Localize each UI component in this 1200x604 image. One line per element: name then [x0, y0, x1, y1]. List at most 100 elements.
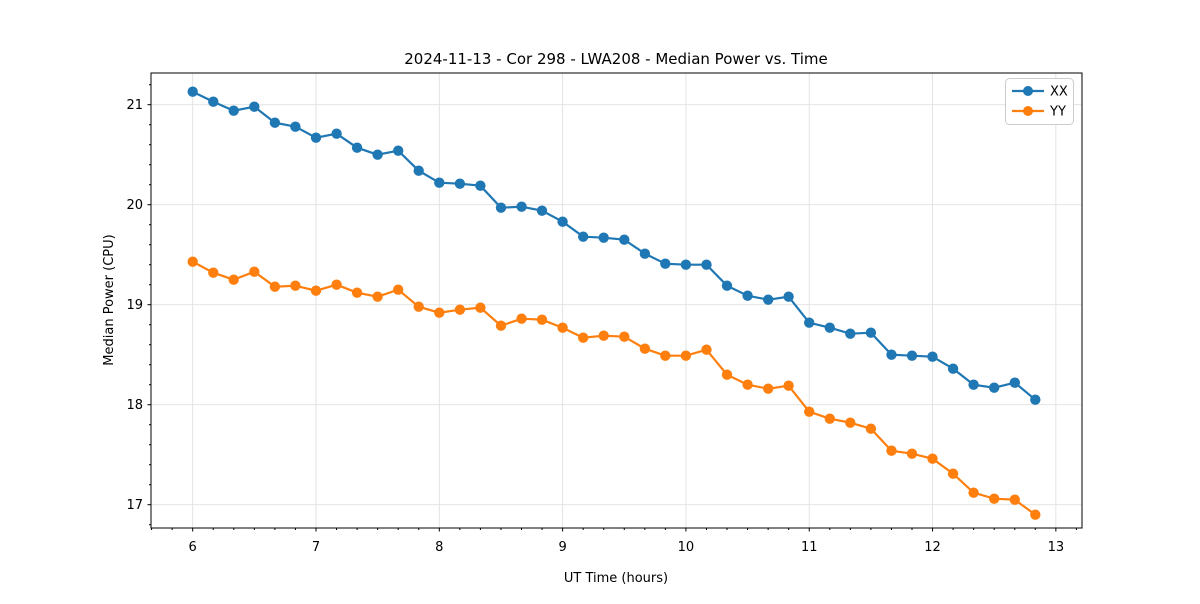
data-point-yy — [783, 380, 794, 391]
data-point-yy — [680, 350, 692, 361]
y-tick-label: 20 — [126, 198, 143, 213]
x-tick-label: 9 — [558, 540, 566, 555]
data-point-xx — [516, 201, 527, 212]
y-axis-label: Median Power (CPU) — [102, 234, 117, 365]
data-point-xx — [269, 117, 281, 128]
x-tick-label: 10 — [678, 540, 695, 555]
series-line-yy — [192, 260, 1036, 516]
data-point-yy — [804, 406, 815, 417]
data-point-xx — [824, 322, 835, 333]
data-point-yy — [578, 332, 589, 343]
legend-marker-yy — [1023, 106, 1033, 116]
data-point-yy — [845, 417, 856, 428]
data-point-xx — [660, 258, 671, 269]
data-point-xx — [1009, 377, 1020, 388]
data-point-xx — [619, 234, 630, 245]
data-point-yy — [742, 379, 753, 390]
tick-layer: 6 7 8 9 10 11 12 13 17 18 19 20 21 — [126, 84, 1077, 555]
data-point-yy — [393, 284, 404, 295]
data-point-yy — [927, 453, 938, 464]
data-point-xx — [721, 280, 733, 291]
data-point-xx — [742, 290, 753, 301]
data-point-yy — [906, 448, 918, 459]
data-point-xx — [639, 248, 651, 259]
data-point-yy — [516, 313, 527, 324]
data-point-xx — [372, 149, 383, 160]
data-point-yy — [660, 350, 671, 361]
data-point-xx — [475, 180, 486, 191]
series-layer — [187, 86, 1041, 520]
data-point-xx — [187, 86, 198, 97]
data-point-xx — [845, 328, 856, 339]
data-point-yy — [619, 331, 630, 342]
data-point-xx — [763, 294, 774, 305]
data-point-xx — [208, 96, 219, 107]
data-point-xx — [701, 259, 712, 270]
data-point-yy — [249, 266, 260, 277]
data-point-xx — [331, 128, 342, 139]
data-point-xx — [249, 101, 260, 112]
data-point-xx — [495, 202, 507, 213]
data-point-xx — [1030, 394, 1041, 405]
legend: XX YY — [1005, 78, 1074, 125]
data-point-xx — [413, 165, 424, 176]
data-point-xx — [968, 379, 979, 390]
data-point-yy — [989, 493, 1000, 504]
chart-title: 2024-11-13 - Cor 298 - LWA208 - Median P… — [404, 50, 828, 68]
data-point-xx — [310, 132, 322, 143]
legend-item-xx: XX — [1012, 85, 1068, 100]
data-point-xx — [228, 105, 239, 116]
data-point-xx — [578, 231, 589, 242]
x-tick-label: 8 — [435, 540, 443, 555]
data-point-yy — [824, 413, 835, 424]
legend-label-xx: XX — [1050, 85, 1068, 100]
data-point-yy — [865, 423, 877, 434]
data-point-yy — [269, 281, 281, 292]
data-point-xx — [886, 349, 897, 360]
data-point-yy — [557, 322, 568, 333]
data-point-xx — [454, 178, 466, 189]
data-point-xx — [906, 350, 918, 361]
data-point-yy — [208, 267, 219, 278]
x-tick-label: 6 — [189, 540, 197, 555]
data-point-yy — [1030, 509, 1041, 520]
data-point-yy — [536, 314, 548, 325]
data-point-xx — [434, 177, 445, 188]
data-point-xx — [989, 382, 1000, 393]
data-point-xx — [393, 145, 404, 156]
data-point-yy — [1009, 494, 1020, 505]
data-point-yy — [968, 487, 979, 498]
data-point-yy — [310, 285, 322, 296]
data-point-yy — [454, 304, 466, 315]
data-point-yy — [351, 287, 363, 298]
data-point-xx — [557, 216, 568, 227]
legend-label-yy: YY — [1049, 105, 1066, 120]
x-axis-label: UT Time (hours) — [564, 571, 668, 586]
data-point-yy — [947, 468, 959, 479]
x-tick-label: 11 — [801, 540, 818, 555]
data-point-xx — [290, 121, 301, 132]
data-point-xx — [783, 291, 794, 302]
plot-border — [150, 72, 1083, 529]
data-point-yy — [331, 279, 342, 290]
data-point-yy — [701, 344, 712, 355]
data-point-xx — [598, 232, 609, 243]
data-point-xx — [947, 363, 959, 374]
data-point-yy — [639, 343, 651, 354]
data-point-yy — [721, 369, 733, 380]
legend-item-yy: YY — [1012, 105, 1066, 120]
x-tick-label: 13 — [1048, 540, 1065, 555]
data-point-yy — [187, 256, 198, 267]
data-point-yy — [413, 301, 424, 312]
data-point-yy — [290, 280, 301, 291]
x-tick-label: 7 — [312, 540, 320, 555]
data-point-xx — [927, 351, 938, 362]
data-point-yy — [475, 302, 486, 313]
data-point-yy — [372, 291, 383, 302]
data-point-yy — [495, 320, 507, 331]
y-tick-label: 17 — [126, 498, 143, 513]
data-point-yy — [886, 445, 897, 456]
data-point-xx — [865, 327, 877, 338]
